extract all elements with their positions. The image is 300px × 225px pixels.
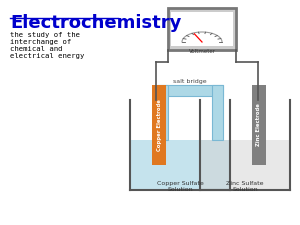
Text: Voltmeter: Voltmeter (188, 49, 215, 54)
Bar (157, 85, 168, 140)
Bar (252, 85, 266, 165)
Bar (201, 140, 289, 189)
Bar (152, 85, 166, 165)
Text: the study of the
interchange of
chemical and
electrical energy: the study of the interchange of chemical… (10, 32, 84, 59)
Bar (212, 85, 223, 140)
Bar (168, 8, 236, 50)
Bar (131, 140, 229, 189)
Text: Copper Electrode: Copper Electrode (157, 99, 161, 151)
Text: Electrochemistry: Electrochemistry (10, 14, 182, 32)
Text: Zinc Sulfate
Solution: Zinc Sulfate Solution (226, 181, 264, 192)
Text: Zinc Electrode: Zinc Electrode (256, 104, 262, 146)
Bar (157, 85, 223, 96)
Bar (171, 12, 233, 46)
Text: Copper Sulfate
Solution: Copper Sulfate Solution (157, 181, 203, 192)
Text: salt bridge: salt bridge (173, 79, 207, 84)
